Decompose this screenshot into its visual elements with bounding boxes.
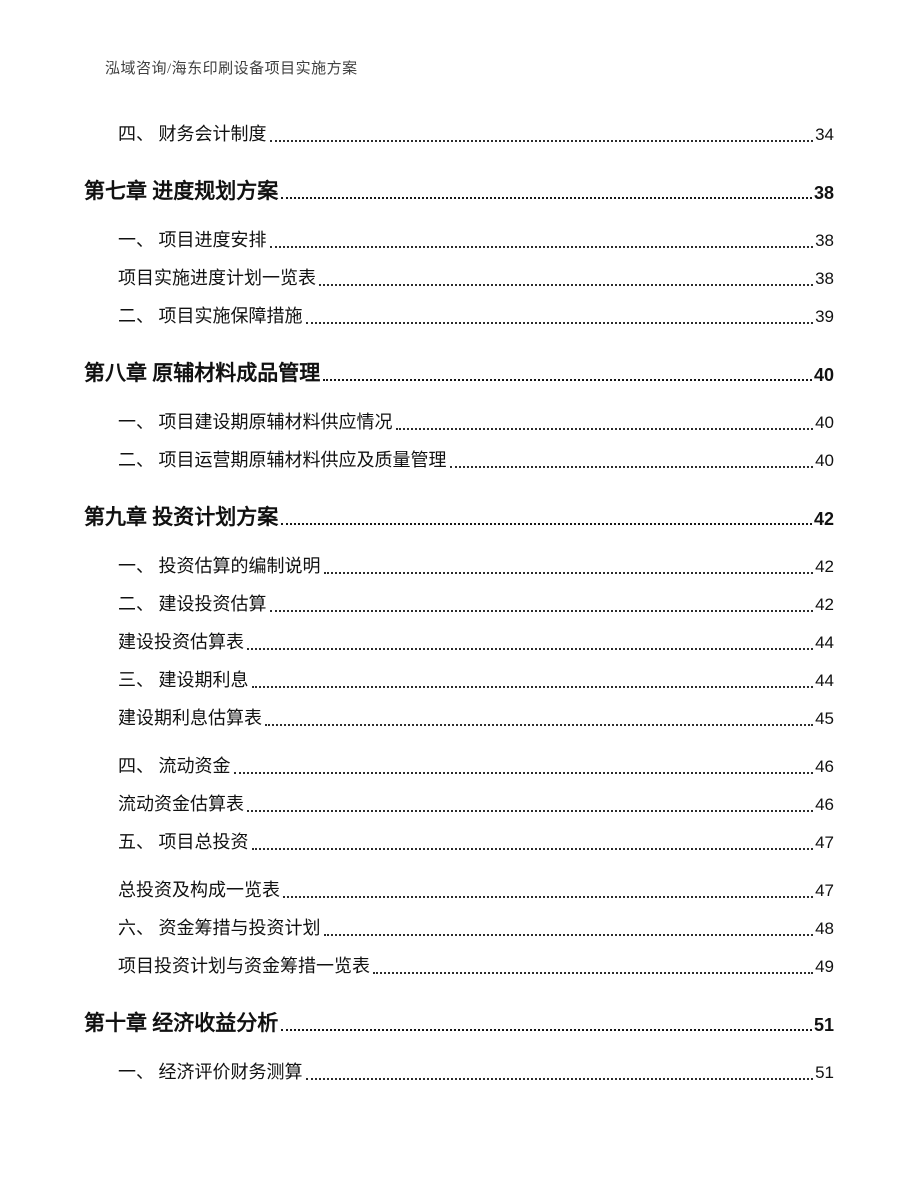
toc-entry[interactable]: 第九章 投资计划方案 42 [84, 504, 834, 530]
toc-entry-page: 40 [815, 451, 834, 470]
toc-entry-page: 38 [815, 269, 834, 288]
toc-entry[interactable]: 一、 项目进度安排 38 [84, 228, 834, 252]
toc-entry[interactable]: 第十章 经济收益分析 51 [84, 1010, 834, 1036]
toc-entry-page: 46 [815, 795, 834, 814]
toc-entry-page: 46 [815, 757, 834, 776]
toc-entry[interactable]: 项目实施进度计划一览表 38 [84, 266, 834, 290]
toc-entry[interactable]: 第八章 原辅材料成品管理 40 [84, 360, 834, 386]
dotted-leader [247, 648, 814, 650]
toc-entry-page: 44 [815, 671, 834, 690]
dotted-leader [281, 523, 812, 525]
toc-entry-page: 45 [815, 709, 834, 728]
toc-entry-label: 二、 项目实施保障措施 [118, 306, 303, 326]
toc-entry-label: 六、 资金筹措与投资计划 [118, 918, 321, 938]
dotted-leader [305, 322, 814, 324]
toc-entry-page: 47 [815, 833, 834, 852]
toc-entry-label: 五、 项目总投资 [118, 832, 249, 852]
toc-entry[interactable]: 三、 建设期利息 44 [84, 668, 834, 692]
dotted-leader [305, 1078, 814, 1080]
toc-entry-label: 第十章 经济收益分析 [84, 1011, 279, 1035]
dotted-leader [269, 246, 814, 248]
toc-entry-page: 38 [815, 231, 834, 250]
toc-entry-label: 第七章 进度规划方案 [84, 179, 279, 203]
toc-entry-label: 建设投资估算表 [118, 632, 244, 652]
toc-entry-page: 40 [815, 413, 834, 432]
dotted-leader [449, 466, 814, 468]
toc-entry-page: 47 [815, 881, 834, 900]
toc-entry-page: 38 [813, 183, 834, 203]
toc-entry-label: 总投资及构成一览表 [118, 880, 280, 900]
dotted-leader [323, 379, 812, 381]
toc-entry-label: 第九章 投资计划方案 [84, 505, 279, 529]
toc-entry-label: 三、 建设期利息 [118, 670, 249, 690]
toc-entry-page: 48 [815, 919, 834, 938]
toc-entry[interactable]: 一、 投资估算的编制说明 42 [84, 554, 834, 578]
dotted-leader [283, 896, 814, 898]
toc-entry[interactable]: 二、 项目运营期原辅材料供应及质量管理 40 [84, 448, 834, 472]
toc-entry-page: 51 [813, 1015, 834, 1035]
dotted-leader [247, 810, 814, 812]
toc-entry-page: 42 [815, 595, 834, 614]
toc-entry[interactable]: 第七章 进度规划方案 38 [84, 178, 834, 204]
toc-entry[interactable]: 六、 资金筹措与投资计划 48 [84, 916, 834, 940]
dotted-leader [319, 284, 814, 286]
toc-entry-page: 42 [813, 509, 834, 529]
dotted-leader [269, 140, 814, 142]
toc-entry-label: 项目投资计划与资金筹措一览表 [118, 956, 370, 976]
toc-entry-page: 51 [815, 1063, 834, 1082]
toc-entry[interactable]: 五、 项目总投资 47 [84, 830, 834, 854]
table-of-contents: 四、 财务会计制度 34 第七章 进度规划方案 38 一、 项目进度安排 38 项目实施进度… [84, 122, 834, 1084]
toc-entry[interactable]: 流动资金估算表 46 [84, 792, 834, 816]
dotted-leader [269, 610, 814, 612]
toc-entry-page: 44 [815, 633, 834, 652]
toc-entry[interactable]: 总投资及构成一览表 47 [84, 878, 834, 902]
toc-entry-page: 39 [815, 307, 834, 326]
toc-entry-label: 一、 投资估算的编制说明 [118, 556, 321, 576]
dotted-leader [251, 848, 814, 850]
toc-entry-label: 四、 财务会计制度 [118, 124, 267, 144]
dotted-leader [281, 197, 812, 199]
toc-entry-label: 一、 经济评价财务测算 [118, 1062, 303, 1082]
toc-entry[interactable]: 二、 项目实施保障措施 39 [84, 304, 834, 328]
dotted-leader [395, 428, 814, 430]
toc-entry-label: 二、 建设投资估算 [118, 594, 267, 614]
toc-entry[interactable]: 一、 经济评价财务测算 51 [84, 1060, 834, 1084]
toc-entry-page: 40 [813, 365, 834, 385]
toc-entry-page: 42 [815, 557, 834, 576]
toc-entry-label: 流动资金估算表 [118, 794, 244, 814]
document-header: 泓域咨询/海东印刷设备项目实施方案 [105, 61, 358, 77]
dotted-leader [281, 1029, 812, 1031]
dotted-leader [373, 972, 814, 974]
toc-entry[interactable]: 建设投资估算表 44 [84, 630, 834, 654]
toc-entry-label: 四、 流动资金 [118, 756, 231, 776]
toc-entry-label: 一、 项目建设期原辅材料供应情况 [118, 412, 393, 432]
toc-entry-label: 二、 项目运营期原辅材料供应及质量管理 [118, 450, 447, 470]
toc-entry[interactable]: 项目投资计划与资金筹措一览表 49 [84, 954, 834, 978]
toc-entry-label: 一、 项目进度安排 [118, 230, 267, 250]
dotted-leader [323, 934, 814, 936]
toc-entry[interactable]: 四、 财务会计制度 34 [84, 122, 834, 146]
toc-entry-label: 项目实施进度计划一览表 [118, 268, 316, 288]
toc-entry[interactable]: 四、 流动资金 46 [84, 754, 834, 778]
dotted-leader [323, 572, 814, 574]
dotted-leader [251, 686, 814, 688]
dotted-leader [265, 724, 814, 726]
toc-entry-page: 34 [815, 125, 834, 144]
toc-entry[interactable]: 一、 项目建设期原辅材料供应情况 40 [84, 410, 834, 434]
toc-entry[interactable]: 二、 建设投资估算 42 [84, 592, 834, 616]
dotted-leader [233, 772, 814, 774]
toc-entry-label: 建设期利息估算表 [118, 708, 262, 728]
toc-entry[interactable]: 建设期利息估算表 45 [84, 706, 834, 730]
toc-entry-page: 49 [815, 957, 834, 976]
toc-entry-label: 第八章 原辅材料成品管理 [84, 361, 321, 385]
